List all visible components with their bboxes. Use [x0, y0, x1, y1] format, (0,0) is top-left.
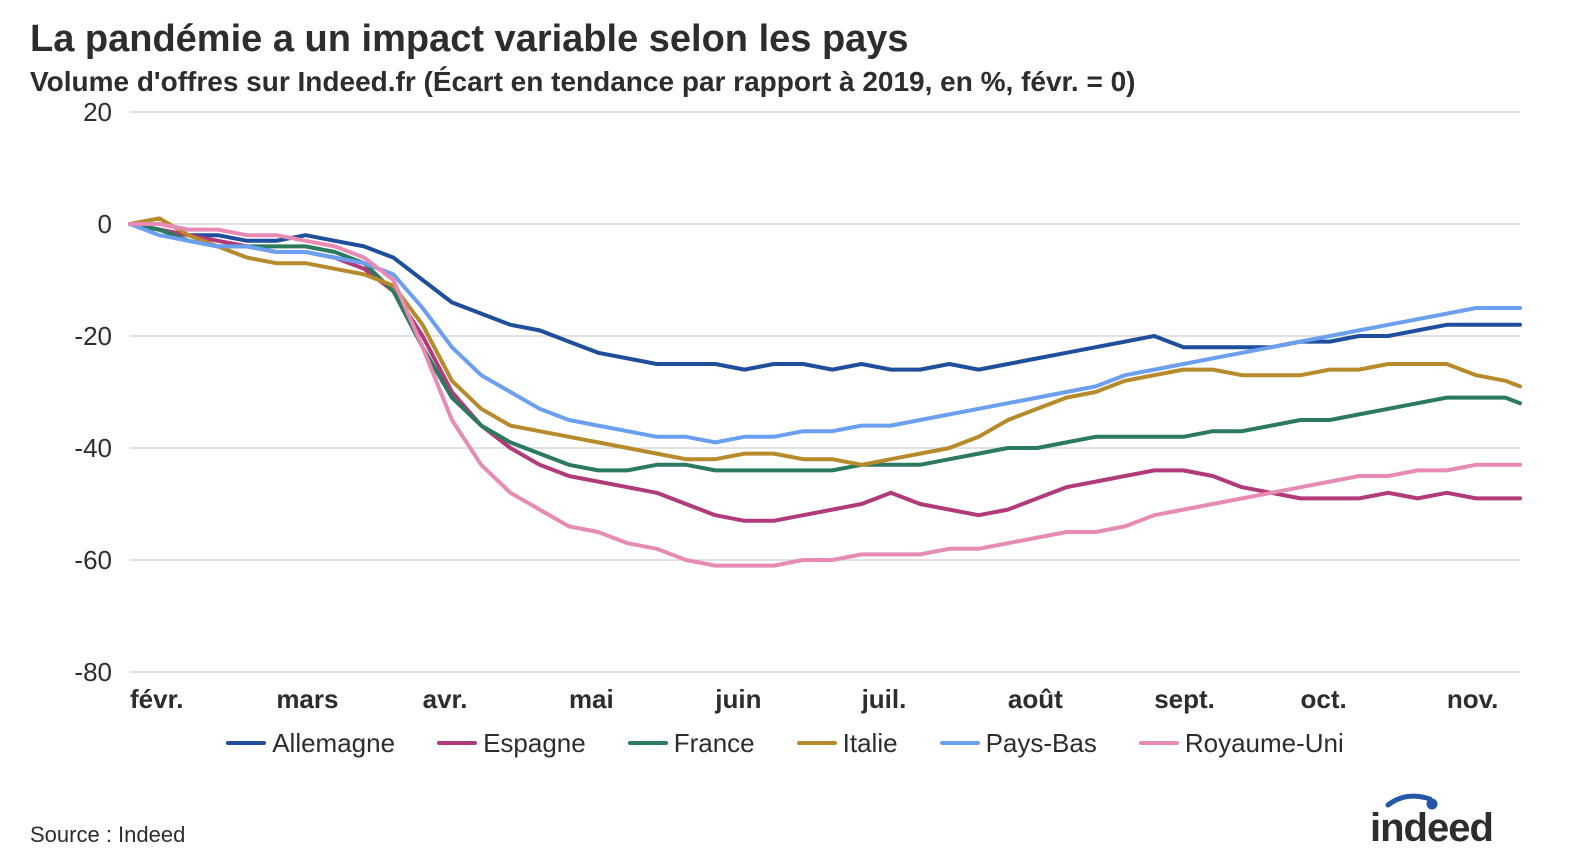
x-tick-label: mai	[569, 684, 614, 714]
series-line	[130, 224, 1520, 566]
y-tick-label: 20	[83, 102, 112, 127]
legend-item: Pays-Bas	[940, 728, 1097, 759]
legend-item: Allemagne	[226, 728, 395, 759]
x-tick-label: juin	[714, 684, 761, 714]
x-tick-label: juil.	[861, 684, 907, 714]
legend-label: Italie	[843, 728, 898, 759]
legend-swatch	[437, 741, 477, 745]
y-tick-label: -20	[74, 321, 112, 351]
y-tick-label: -40	[74, 433, 112, 463]
series-line	[130, 224, 1520, 442]
legend-swatch	[226, 741, 266, 745]
legend-item: France	[628, 728, 755, 759]
legend-swatch	[940, 741, 980, 745]
x-tick-label: mars	[276, 684, 338, 714]
legend-label: France	[674, 728, 755, 759]
x-tick-label: nov.	[1447, 684, 1499, 714]
y-tick-label: -80	[74, 657, 112, 687]
legend-swatch	[797, 741, 837, 745]
source-label: Source : Indeed	[30, 822, 185, 848]
x-tick-label: août	[1008, 684, 1063, 714]
svg-text:indeed: indeed	[1370, 806, 1493, 849]
legend-item: Italie	[797, 728, 898, 759]
x-tick-label: févr.	[130, 684, 184, 714]
legend-swatch	[1139, 741, 1179, 745]
legend-label: Allemagne	[272, 728, 395, 759]
legend-item: Royaume-Uni	[1139, 728, 1344, 759]
x-tick-label: sept.	[1154, 684, 1215, 714]
legend-label: Royaume-Uni	[1185, 728, 1344, 759]
y-tick-label: -60	[74, 545, 112, 575]
y-tick-label: 0	[98, 209, 112, 239]
x-tick-label: avr.	[423, 684, 468, 714]
legend-item: Espagne	[437, 728, 586, 759]
legend-swatch	[628, 741, 668, 745]
legend-label: Pays-Bas	[986, 728, 1097, 759]
legend-label: Espagne	[483, 728, 586, 759]
chart-subtitle: Volume d'offres sur Indeed.fr (Écart en …	[30, 66, 1540, 98]
brand-logo: indeed	[1370, 793, 1540, 854]
chart-area: 20 0 -20 -40 -60 -80 févr. mars avr. mai juin juil.…	[30, 102, 1540, 722]
line-chart-svg: 20 0 -20 -40 -60 -80 févr. mars avr. mai juin juil.…	[30, 102, 1540, 722]
chart-title: La pandémie a un impact variable selon l…	[30, 18, 1540, 62]
x-tick-label: oct.	[1301, 684, 1347, 714]
legend: Allemagne Espagne France Italie Pays-Bas Roya…	[30, 728, 1540, 759]
